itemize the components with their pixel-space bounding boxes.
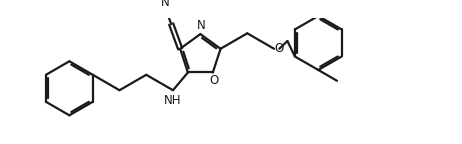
Text: O: O	[274, 42, 284, 55]
Text: N: N	[161, 0, 170, 9]
Text: O: O	[209, 74, 219, 87]
Text: N: N	[197, 19, 206, 32]
Text: NH: NH	[164, 94, 182, 107]
